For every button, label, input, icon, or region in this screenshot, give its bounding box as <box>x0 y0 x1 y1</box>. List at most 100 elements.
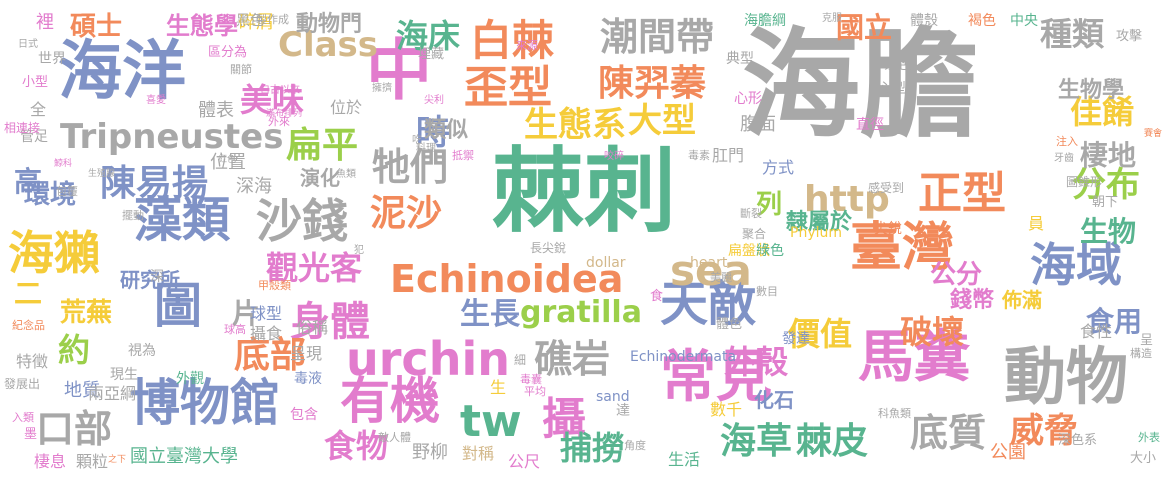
cloud-word: 白棘 <box>470 16 555 65</box>
cloud-word: 公分 <box>930 260 983 290</box>
cloud-word: 自古以來 <box>260 85 300 96</box>
cloud-word: 發展出 <box>4 377 41 391</box>
cloud-word: 國立臺灣大學 <box>130 446 238 467</box>
cloud-word: 賽會 <box>1144 129 1163 139</box>
cloud-word: 佳餚 <box>1070 93 1135 131</box>
cloud-word: 觀光客 <box>266 249 363 287</box>
cloud-word: 抵禦 <box>452 149 474 162</box>
cloud-word: 破壞 <box>900 313 965 351</box>
cloud-word: 數目 <box>756 285 778 298</box>
cloud-word: 生態學 <box>166 12 238 40</box>
cloud-word: 攻擊 <box>1116 29 1143 44</box>
cloud-word: 類似 <box>424 118 469 143</box>
cloud-word: 球高 <box>224 323 246 336</box>
cloud-word: 環境 <box>24 180 77 210</box>
cloud-word: 甲殼類 <box>258 279 291 292</box>
cloud-word: 潮間帶 <box>600 15 715 59</box>
cloud-word: 直徑 <box>856 117 884 133</box>
cloud-word: 朝下 <box>1092 195 1119 210</box>
cloud-word: 食用 <box>1086 305 1143 338</box>
cloud-word: 佈滿 <box>1002 288 1042 312</box>
cloud-word: 生長 <box>460 297 520 332</box>
cloud-word: 紫色 <box>884 57 912 73</box>
cloud-word: 敵人體 <box>378 431 411 444</box>
cloud-word: 毒素 <box>688 149 710 162</box>
cloud-word: 外來 <box>268 115 290 128</box>
cloud-word: Echinoidea <box>390 257 624 301</box>
cloud-word: 包含 <box>290 407 318 423</box>
cloud-word: 大小 <box>1130 451 1157 466</box>
cloud-word: 食性 <box>1080 322 1113 341</box>
cloud-word: 特徵 <box>16 352 49 371</box>
cloud-word: 之下 <box>108 455 127 465</box>
cloud-word: heart <box>690 255 728 271</box>
cloud-word: 捕撈 <box>560 429 625 467</box>
cloud-word: urchin <box>346 332 510 386</box>
cloud-word: 口部 <box>36 407 113 451</box>
cloud-word: 身體 <box>290 299 370 345</box>
cloud-word: 生態系 <box>524 105 626 145</box>
cloud-word: 關節 <box>230 63 252 76</box>
cloud-word: 位置 <box>210 152 246 173</box>
cloud-word: 沙錢 <box>256 194 348 248</box>
cloud-word: 黑色 <box>236 13 264 29</box>
cloud-word: 生殖腺 <box>88 169 116 179</box>
cloud-word: 圖錐形 <box>1066 175 1103 189</box>
cloud-word: 員 <box>1028 214 1045 233</box>
cloud-word: 片 <box>232 297 261 330</box>
cloud-word: 陳羿蓁 <box>598 63 707 104</box>
cloud-word: 體色 <box>716 317 743 332</box>
cloud-word: 公尺 <box>508 452 541 471</box>
cloud-word: 外表 <box>1138 431 1160 444</box>
cloud-word: 肛門 <box>712 146 745 165</box>
cloud-word: 生 <box>490 378 507 397</box>
cloud-word: 日式 <box>18 39 38 50</box>
cloud-word: 生物學 <box>1058 78 1125 103</box>
cloud-word: 演化 <box>300 166 340 190</box>
cloud-word: 發達 <box>782 331 810 347</box>
cloud-word: 科魚類 <box>878 407 911 420</box>
cloud-word: 公園 <box>990 442 1026 463</box>
cloud-word: 正型 <box>918 168 1006 219</box>
cloud-word: 底部 <box>234 335 307 376</box>
cloud-word: 心形 <box>734 91 762 107</box>
cloud-word: dollar <box>586 255 626 271</box>
cloud-word: 棲地 <box>1080 139 1137 172</box>
cloud-word: 動物 <box>1004 340 1129 413</box>
cloud-word: 威脅 <box>1010 411 1078 451</box>
cloud-word: 細 <box>514 353 527 367</box>
cloud-word: 食物 <box>324 427 389 465</box>
cloud-word: 全 <box>30 100 47 119</box>
cloud-word: Echinodermata <box>630 349 737 365</box>
cloud-word: 斷裂 <box>740 207 762 220</box>
cloud-word: 尖銳 <box>874 221 902 237</box>
cloud-word: gratilla <box>520 295 642 330</box>
cloud-word: 歪型 <box>464 62 552 113</box>
cloud-word: 相連接 <box>4 121 41 135</box>
cloud-word: sea <box>670 246 752 295</box>
cloud-word: 毒囊 <box>520 373 542 386</box>
cloud-word: 海膽綱 <box>744 13 786 29</box>
cloud-word: 國立 <box>836 11 893 44</box>
cloud-word: 顆粒 <box>76 452 109 471</box>
cloud-word: 海洋 <box>58 35 186 109</box>
cloud-word: 感受到 <box>868 181 905 195</box>
cloud-word: 價值 <box>788 315 853 353</box>
cloud-word: 犯 <box>354 245 364 256</box>
cloud-word: 錢幣 <box>950 288 995 313</box>
cloud-word: 扁盤狀 <box>728 243 770 259</box>
cloud-word: 兩亞綱 <box>88 384 137 403</box>
cloud-word: 鯨科 <box>54 159 73 169</box>
cloud-word: 海草 <box>720 421 793 462</box>
cloud-word: 高 <box>14 165 43 198</box>
cloud-word: 棘皮 <box>796 421 869 462</box>
cloud-word: 天敵 <box>660 276 757 332</box>
cloud-word: 藻類 <box>134 192 231 248</box>
cloud-word: 心型 <box>878 81 906 97</box>
cloud-word: 野柳 <box>412 442 448 463</box>
cloud-word: 克服 <box>822 13 842 24</box>
cloud-word: 棘刺 <box>492 138 677 245</box>
cloud-word: 分布 <box>1072 165 1140 205</box>
cloud-word: 有機 <box>340 372 440 430</box>
cloud-word: 魚類 <box>336 169 356 180</box>
